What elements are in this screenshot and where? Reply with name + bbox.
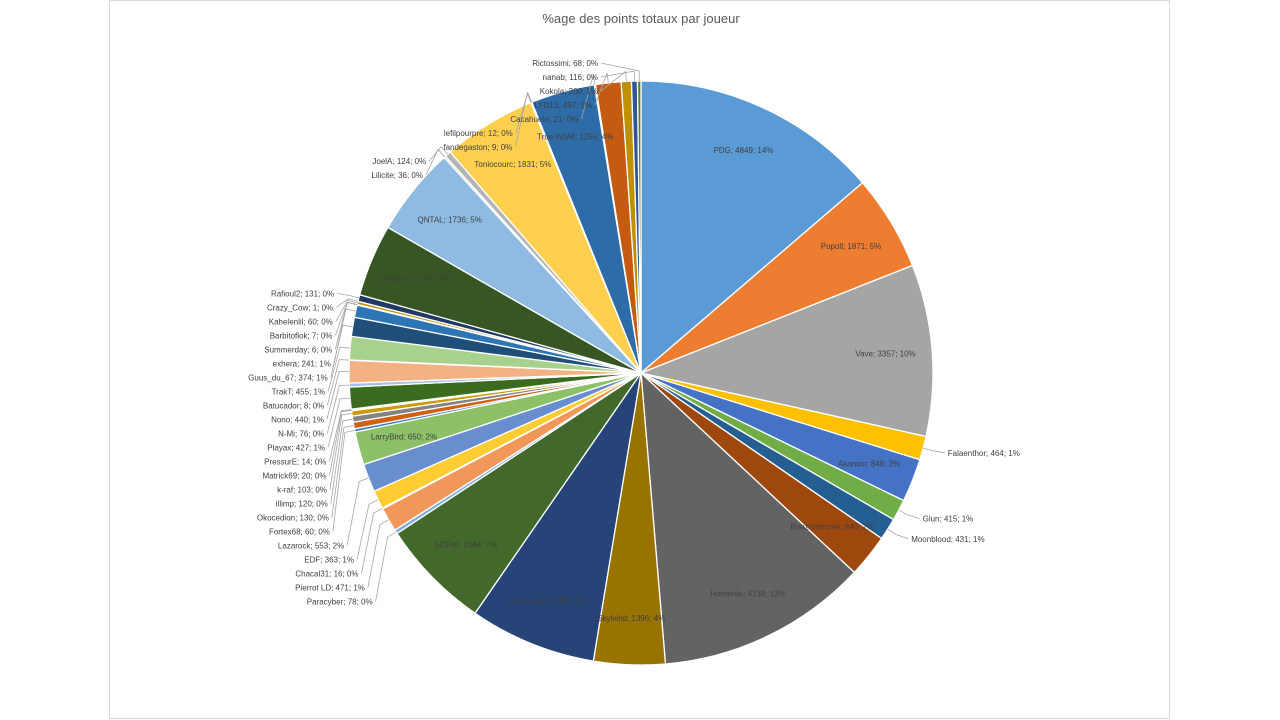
leader-line-n-mi — [326, 384, 350, 434]
leader-line-nanab — [600, 70, 635, 82]
leader-line-falaenthor — [923, 447, 945, 454]
data-label-qntal: QNTAL; 1736; 5% — [418, 216, 482, 225]
data-label-fourchette: Fourchette; 2480; 7% — [511, 596, 588, 605]
pie-slice-vave — [638, 264, 934, 438]
leader-line-pierrot-ld — [367, 519, 389, 588]
data-label-kahelenlil: Kahelenlil; 60; 0% — [269, 317, 333, 326]
data-label-crazy-cow: Crazy_Cow; 1; 0% — [267, 303, 333, 312]
data-label-akanico: Akanico; 848; 2% — [838, 459, 900, 468]
leader-line-summerday — [334, 302, 358, 350]
leader-line-fortex68 — [332, 430, 355, 532]
data-label-edf: EDF; 363; 1% — [304, 555, 354, 564]
chart-title: %age des points totaux par joueur — [542, 11, 740, 26]
leader-line-kokola — [600, 70, 627, 92]
data-label-summerday: Summerday; 6; 0% — [264, 345, 332, 354]
data-label-glun: Glun; 415; 1% — [923, 515, 974, 524]
leader-line-paracyber — [375, 531, 397, 602]
data-label-paracyber: Paracyber; 78; 0% — [307, 597, 373, 606]
leader-line-moonblood — [887, 528, 909, 540]
leader-line-matrick69 — [329, 409, 352, 476]
data-label-fortex68: Fortex68; 60; 0% — [269, 527, 330, 536]
chart-area: %age des points totaux par joueur PDG; 4… — [109, 0, 1170, 719]
data-label-rictossimi: Rictossimi; 68; 0% — [532, 59, 598, 68]
leader-line-nono — [326, 371, 350, 420]
leader-line-rafioul2 — [337, 293, 359, 299]
pie-slice-rictossimi — [636, 80, 642, 374]
leader-line-crazy-cow — [335, 298, 358, 308]
data-label-exhera: exhera; 241; 1% — [273, 359, 331, 368]
data-label-falaenthor: Falaenthor; 464; 1% — [948, 449, 1020, 458]
leader-line-kahelenlil — [335, 299, 358, 322]
data-label-breizhodrome: Breizhodrome; 840; 2% — [790, 523, 874, 532]
leader-line-okocedion — [331, 425, 354, 518]
data-label-lfd13: LFD13; 497; 1% — [534, 101, 592, 110]
pie-slice-pdg — [640, 80, 864, 375]
leader-line-batucador — [326, 359, 350, 406]
data-labels: PDG; 4849; 14% Popoll; 1871; 5% Vave; 3357… — [248, 59, 1020, 623]
leader-line-trakt — [327, 346, 351, 392]
data-label-homerde: Homerde; 4139; 12% — [710, 590, 786, 599]
leader-line-fandegaston — [514, 91, 532, 148]
data-label-trakt: TrakT; 455; 1% — [272, 387, 326, 396]
leader-line-playax — [327, 397, 351, 448]
data-label-skylvind: Skylvind; 1396; 4% — [597, 614, 665, 623]
pie-chart: %age des points totaux par joueur PDG; 4… — [248, 11, 1020, 666]
leader-line-edf — [356, 499, 379, 560]
data-label-matrick69: Matrick69; 20; 0% — [262, 471, 326, 480]
data-label-larrybird: LarryBird; 650; 2% — [371, 432, 437, 441]
data-label-fandegaston: fandegaston; 9; 0% — [443, 143, 512, 152]
data-label-kokola: Kokola; 200; 1% — [540, 87, 598, 96]
data-label-moonblood: Moonblood; 431; 1% — [911, 535, 984, 544]
data-label-lilicite: Lilicite; 36; 0% — [371, 171, 423, 180]
data-label-rafioul2: Rafioul2; 131; 0% — [271, 289, 334, 298]
data-label-toniocourc: Toniocourc; 1831; 5% — [474, 160, 551, 169]
data-label-popoll: Popoll; 1871; 5% — [821, 242, 882, 251]
data-label-okocedion: Okocedion; 130; 0% — [257, 513, 329, 522]
leader-line-illimp — [330, 418, 353, 504]
leader-line-pressure — [329, 409, 352, 462]
leader-line-chacal31 — [361, 508, 383, 574]
leader-line-cacahuete — [581, 74, 596, 120]
pie-slice-fourchette — [474, 372, 642, 662]
leader-line-rictossimi — [600, 62, 640, 81]
data-label-nono: Nono; 440; 1% — [271, 415, 324, 424]
leader-line-glun — [898, 509, 920, 519]
data-label-pierrot-ld: Pierrot LD; 471; 1% — [295, 583, 365, 592]
data-label-lefilpourpre: lefilpourpre; 12; 0% — [444, 129, 513, 138]
pie-slice-homerde — [640, 371, 856, 665]
data-label-chacal31: Chacal31; 16; 0% — [295, 569, 358, 578]
data-label-lazarock: Lazarock; 553; 2% — [278, 541, 344, 550]
data-label-n-mi: N-Mi; 76; 0% — [278, 429, 324, 438]
data-label-guus-du-67: Guus_du_67; 374; 1% — [248, 373, 328, 382]
leader-line-lfd13 — [594, 72, 609, 106]
data-label-scf40: SCF40; 2164; 7% — [434, 541, 497, 550]
data-label-cacahuete: Cacahuete; 21; 0% — [510, 115, 578, 124]
leader-lines — [326, 62, 945, 602]
data-label-chatoune: Chatoune; 1410; 4% — [378, 274, 451, 283]
data-label-illimp: illimp; 120; 0% — [276, 499, 328, 508]
leader-line-guus-du-67 — [330, 324, 353, 378]
data-label-batucador: Batucador; 8; 0% — [263, 401, 324, 410]
leader-line-lazarock — [346, 477, 369, 546]
pie-slices — [348, 80, 934, 666]
data-label-vave: Vave; 3357; 10% — [855, 350, 915, 359]
leader-line-joela — [428, 145, 449, 162]
leader-line-lefilpourpre — [515, 91, 532, 134]
data-label-barbitoflok: Barbitoflok; 7; 0% — [270, 331, 333, 340]
data-label-playax: Playax; 427; 1% — [267, 443, 325, 452]
data-label-pdg: PDG; 4849; 14% — [713, 146, 773, 155]
leader-line-lilicite — [425, 148, 445, 176]
data-label-k-raf: k-raf; 103; 0% — [277, 485, 327, 494]
leader-line-k-raf — [329, 413, 352, 490]
data-label-nanab: nanab; 116; 0% — [543, 73, 598, 82]
data-label-true-wiwi: True WIWI; 1255; 4% — [537, 133, 613, 142]
data-label-joela: JoelA; 124; 0% — [372, 157, 426, 166]
data-label-pressure: PressurE; 14; 0% — [264, 457, 326, 466]
